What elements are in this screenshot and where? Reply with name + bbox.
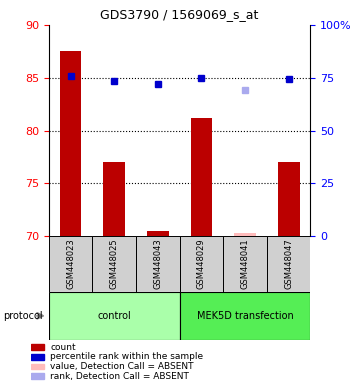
Text: percentile rank within the sample: percentile rank within the sample: [50, 352, 203, 361]
Text: GSM448029: GSM448029: [197, 239, 206, 289]
Bar: [191, 118, 212, 236]
Bar: [179, 236, 223, 292]
Text: GSM448043: GSM448043: [153, 238, 162, 290]
Text: value, Detection Call = ABSENT: value, Detection Call = ABSENT: [50, 362, 193, 371]
Bar: [49, 236, 92, 292]
Text: rank, Detection Call = ABSENT: rank, Detection Call = ABSENT: [50, 372, 189, 381]
Bar: [278, 162, 300, 236]
Text: GSM448025: GSM448025: [110, 239, 119, 289]
Bar: [92, 236, 136, 292]
Text: GSM448023: GSM448023: [66, 238, 75, 290]
Bar: [234, 233, 256, 236]
Text: protocol: protocol: [4, 311, 43, 321]
Bar: [223, 236, 267, 292]
Bar: [60, 51, 82, 236]
Bar: [103, 162, 125, 236]
Bar: [31, 364, 44, 369]
Bar: [136, 236, 179, 292]
Bar: [267, 236, 310, 292]
Bar: [147, 231, 169, 236]
Bar: [31, 373, 44, 379]
Bar: [31, 354, 44, 360]
Bar: [31, 344, 44, 350]
Text: GSM448041: GSM448041: [240, 239, 249, 289]
Text: GSM448047: GSM448047: [284, 238, 293, 290]
Bar: [179, 292, 310, 340]
Text: MEK5D transfection: MEK5D transfection: [197, 311, 293, 321]
Text: control: control: [97, 311, 131, 321]
Text: count: count: [50, 343, 76, 351]
Title: GDS3790 / 1569069_s_at: GDS3790 / 1569069_s_at: [100, 8, 259, 21]
Bar: [49, 292, 179, 340]
